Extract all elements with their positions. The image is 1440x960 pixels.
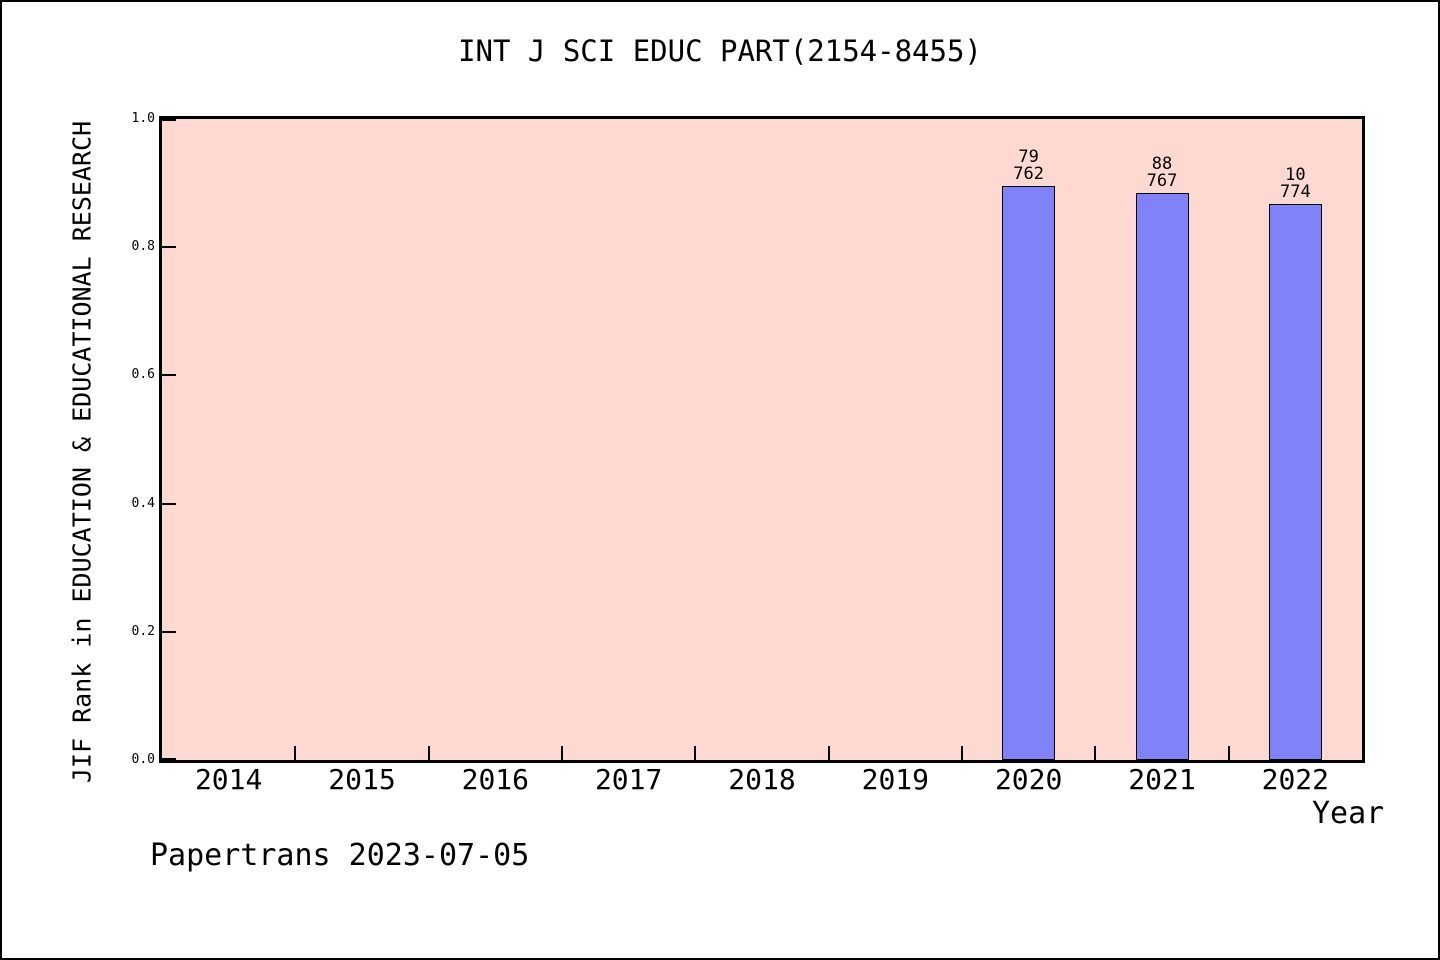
x-tick xyxy=(294,746,297,760)
y-tick xyxy=(162,502,176,505)
y-tick-label: 0.2 xyxy=(131,623,155,639)
bar xyxy=(1002,185,1056,760)
bar-label-rank: 10 xyxy=(1285,164,1306,185)
bar-value-label: 10 774 xyxy=(1279,164,1311,202)
x-tick-label: 2015 xyxy=(328,763,396,796)
bar-value-label: 88 767 xyxy=(1146,153,1178,191)
bar-label-rank: 79 xyxy=(1018,146,1039,167)
bar xyxy=(1268,203,1322,760)
x-tick xyxy=(694,746,697,760)
x-tick-label: 2014 xyxy=(194,763,263,796)
x-tick-label: 2016 xyxy=(461,763,530,796)
x-tick xyxy=(827,746,830,760)
y-tick-label: 0.0 xyxy=(131,752,155,767)
y-tick xyxy=(162,758,176,760)
x-tick-label: 2019 xyxy=(861,763,930,796)
bar-label-total: 767 xyxy=(1146,170,1178,191)
y-tick xyxy=(162,374,176,377)
y-tick xyxy=(162,246,176,249)
y-tick xyxy=(162,119,176,121)
x-tick xyxy=(961,746,963,760)
x-tick xyxy=(427,746,430,760)
y-tick xyxy=(162,630,176,633)
x-tick xyxy=(1227,746,1230,760)
y-tick-label: 1.0 xyxy=(131,111,155,126)
bar-label-total: 774 xyxy=(1279,181,1311,202)
x-tick-label: 2021 xyxy=(1128,763,1196,796)
y-tick-label: 0.6 xyxy=(131,367,155,383)
x-tick-label: 2018 xyxy=(728,763,796,796)
x-tick xyxy=(1094,746,1097,760)
x-tick xyxy=(561,746,563,760)
x-tick-label: 2017 xyxy=(594,763,663,796)
bar-value-label: 79 762 xyxy=(1013,146,1045,184)
y-tick-label: 0.8 xyxy=(131,239,155,255)
x-tick-label: 2022 xyxy=(1261,763,1330,796)
x-axis-label: Year xyxy=(1312,796,1385,831)
bar xyxy=(1135,192,1189,760)
x-tick-label: 2020 xyxy=(994,763,1063,796)
y-axis-label: JIF Rank in EDUCATION & EDUCATIONAL RESE… xyxy=(67,120,97,784)
bar-label-total: 762 xyxy=(1013,163,1045,184)
bar-label-rank: 88 xyxy=(1151,153,1173,174)
y-tick-label: 0.4 xyxy=(131,495,155,511)
chart-title: INT J SCI EDUC PART(2154-8455) xyxy=(458,34,982,68)
watermark-text: Papertrans 2023-07-05 xyxy=(150,838,530,873)
plot-area: 79 762 88 767 10 774 xyxy=(159,116,1365,763)
